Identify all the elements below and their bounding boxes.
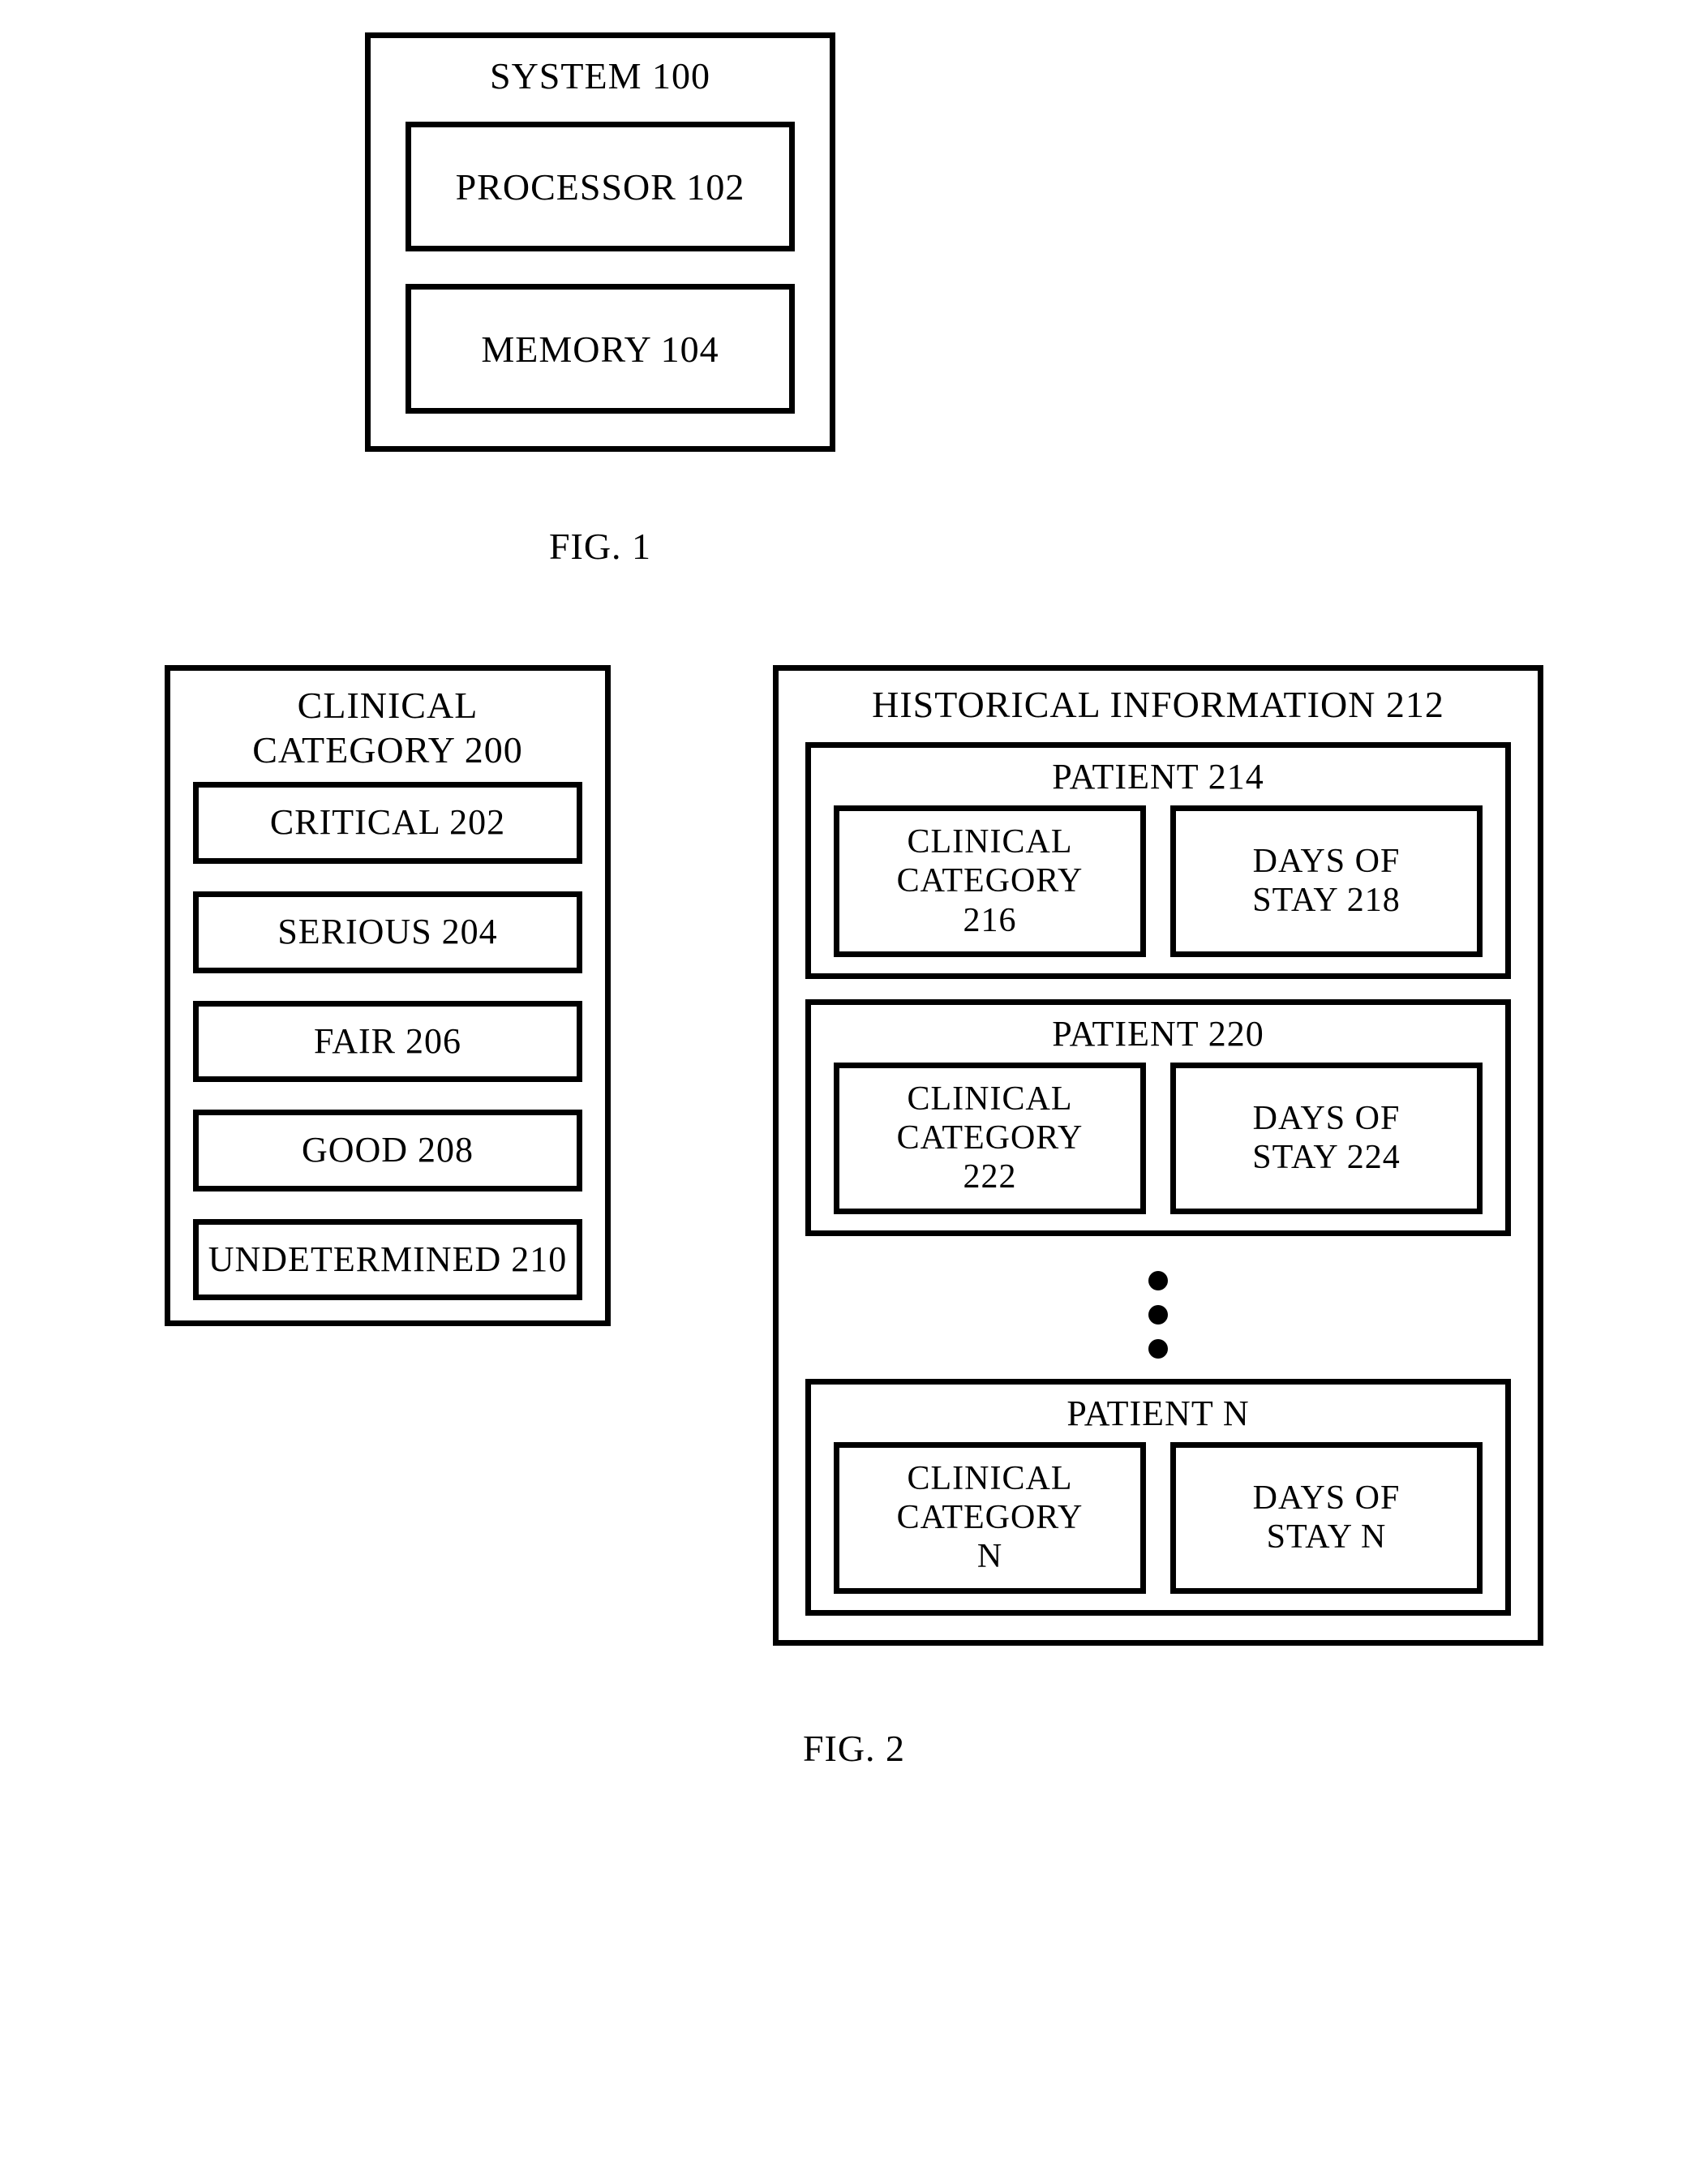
category-undetermined-label: UNDETERMINED 210: [208, 1239, 568, 1281]
p214-clin-l1: CLINICAL: [908, 823, 1073, 861]
patient-n-days: DAYS OF STAY N: [1170, 1442, 1483, 1594]
category-good: GOOD 208: [193, 1110, 582, 1191]
figure-2-row: CLINICAL CATEGORY 200 CRITICAL 202 SERIO…: [165, 665, 1543, 1646]
dot-icon: [1148, 1305, 1168, 1325]
p220-days-l2: STAY 224: [1252, 1139, 1400, 1176]
dot-icon: [1148, 1271, 1168, 1290]
category-critical: CRITICAL 202: [193, 782, 582, 864]
patient-220-row: CLINICAL CATEGORY 222 DAYS OF STAY 224: [827, 1063, 1489, 1214]
p214-clin-l2: CATEGORY: [897, 862, 1084, 900]
p214-days-l1: DAYS OF: [1253, 843, 1401, 880]
ellipsis-dots: [1148, 1271, 1168, 1359]
clinical-title-line1: CLINICAL: [298, 685, 478, 726]
figure-1: SYSTEM 100 PROCESSOR 102 MEMORY 104 FIG.…: [292, 32, 908, 568]
p214-clin-l3: 216: [963, 902, 1016, 939]
patient-214-row: CLINICAL CATEGORY 216 DAYS OF STAY 218: [827, 805, 1489, 957]
figure-2: CLINICAL CATEGORY 200 CRITICAL 202 SERIO…: [65, 665, 1643, 1770]
p220-clin-l1: CLINICAL: [908, 1080, 1073, 1118]
p220-clin-l3: 222: [963, 1158, 1016, 1196]
patient-214-clinical: CLINICAL CATEGORY 216: [834, 805, 1146, 957]
patient-n-clinical: CLINICAL CATEGORY N: [834, 1442, 1146, 1594]
patient-214-box: PATIENT 214 CLINICAL CATEGORY 216 DAYS O…: [805, 742, 1511, 979]
dot-icon: [1148, 1339, 1168, 1359]
figure-1-caption: FIG. 1: [549, 525, 651, 568]
patient-214-title: PATIENT 214: [1052, 756, 1264, 797]
category-fair: FAIR 206: [193, 1001, 582, 1083]
processor-box: PROCESSOR 102: [406, 122, 795, 251]
pn-clin-l3: N: [977, 1538, 1002, 1575]
patient-220-title: PATIENT 220: [1052, 1013, 1264, 1054]
clinical-category-title: CLINICAL CATEGORY 200: [252, 683, 523, 772]
pn-clin-l2: CATEGORY: [897, 1499, 1084, 1536]
patient-220-clinical: CLINICAL CATEGORY 222: [834, 1063, 1146, 1214]
figure-2-caption: FIG. 2: [803, 1727, 905, 1770]
historical-title: HISTORICAL INFORMATION 212: [872, 683, 1444, 726]
patient-n-title: PATIENT N: [1066, 1393, 1249, 1434]
pn-clin-l1: CLINICAL: [908, 1460, 1073, 1497]
patient-214-days: DAYS OF STAY 218: [1170, 805, 1483, 957]
memory-box: MEMORY 104: [406, 284, 795, 414]
patient-220-days: DAYS OF STAY 224: [1170, 1063, 1483, 1214]
historical-information-box: HISTORICAL INFORMATION 212 PATIENT 214 C…: [773, 665, 1543, 1646]
pn-days-l2: STAY N: [1267, 1518, 1387, 1556]
patient-n-box: PATIENT N CLINICAL CATEGORY N DAYS OF ST…: [805, 1379, 1511, 1616]
system-box: SYSTEM 100 PROCESSOR 102 MEMORY 104: [365, 32, 835, 452]
p220-days-l1: DAYS OF: [1253, 1100, 1401, 1137]
pn-days-l1: DAYS OF: [1253, 1479, 1401, 1517]
p220-clin-l2: CATEGORY: [897, 1119, 1084, 1157]
category-undetermined: UNDETERMINED 210: [193, 1219, 582, 1301]
category-serious: SERIOUS 204: [193, 891, 582, 973]
patient-220-box: PATIENT 220 CLINICAL CATEGORY 222 DAYS O…: [805, 999, 1511, 1236]
p214-days-l2: STAY 218: [1252, 882, 1400, 919]
patient-n-row: CLINICAL CATEGORY N DAYS OF STAY N: [827, 1442, 1489, 1594]
clinical-title-line2: CATEGORY 200: [252, 729, 523, 771]
clinical-category-box: CLINICAL CATEGORY 200 CRITICAL 202 SERIO…: [165, 665, 611, 1326]
system-title: SYSTEM 100: [490, 54, 710, 97]
